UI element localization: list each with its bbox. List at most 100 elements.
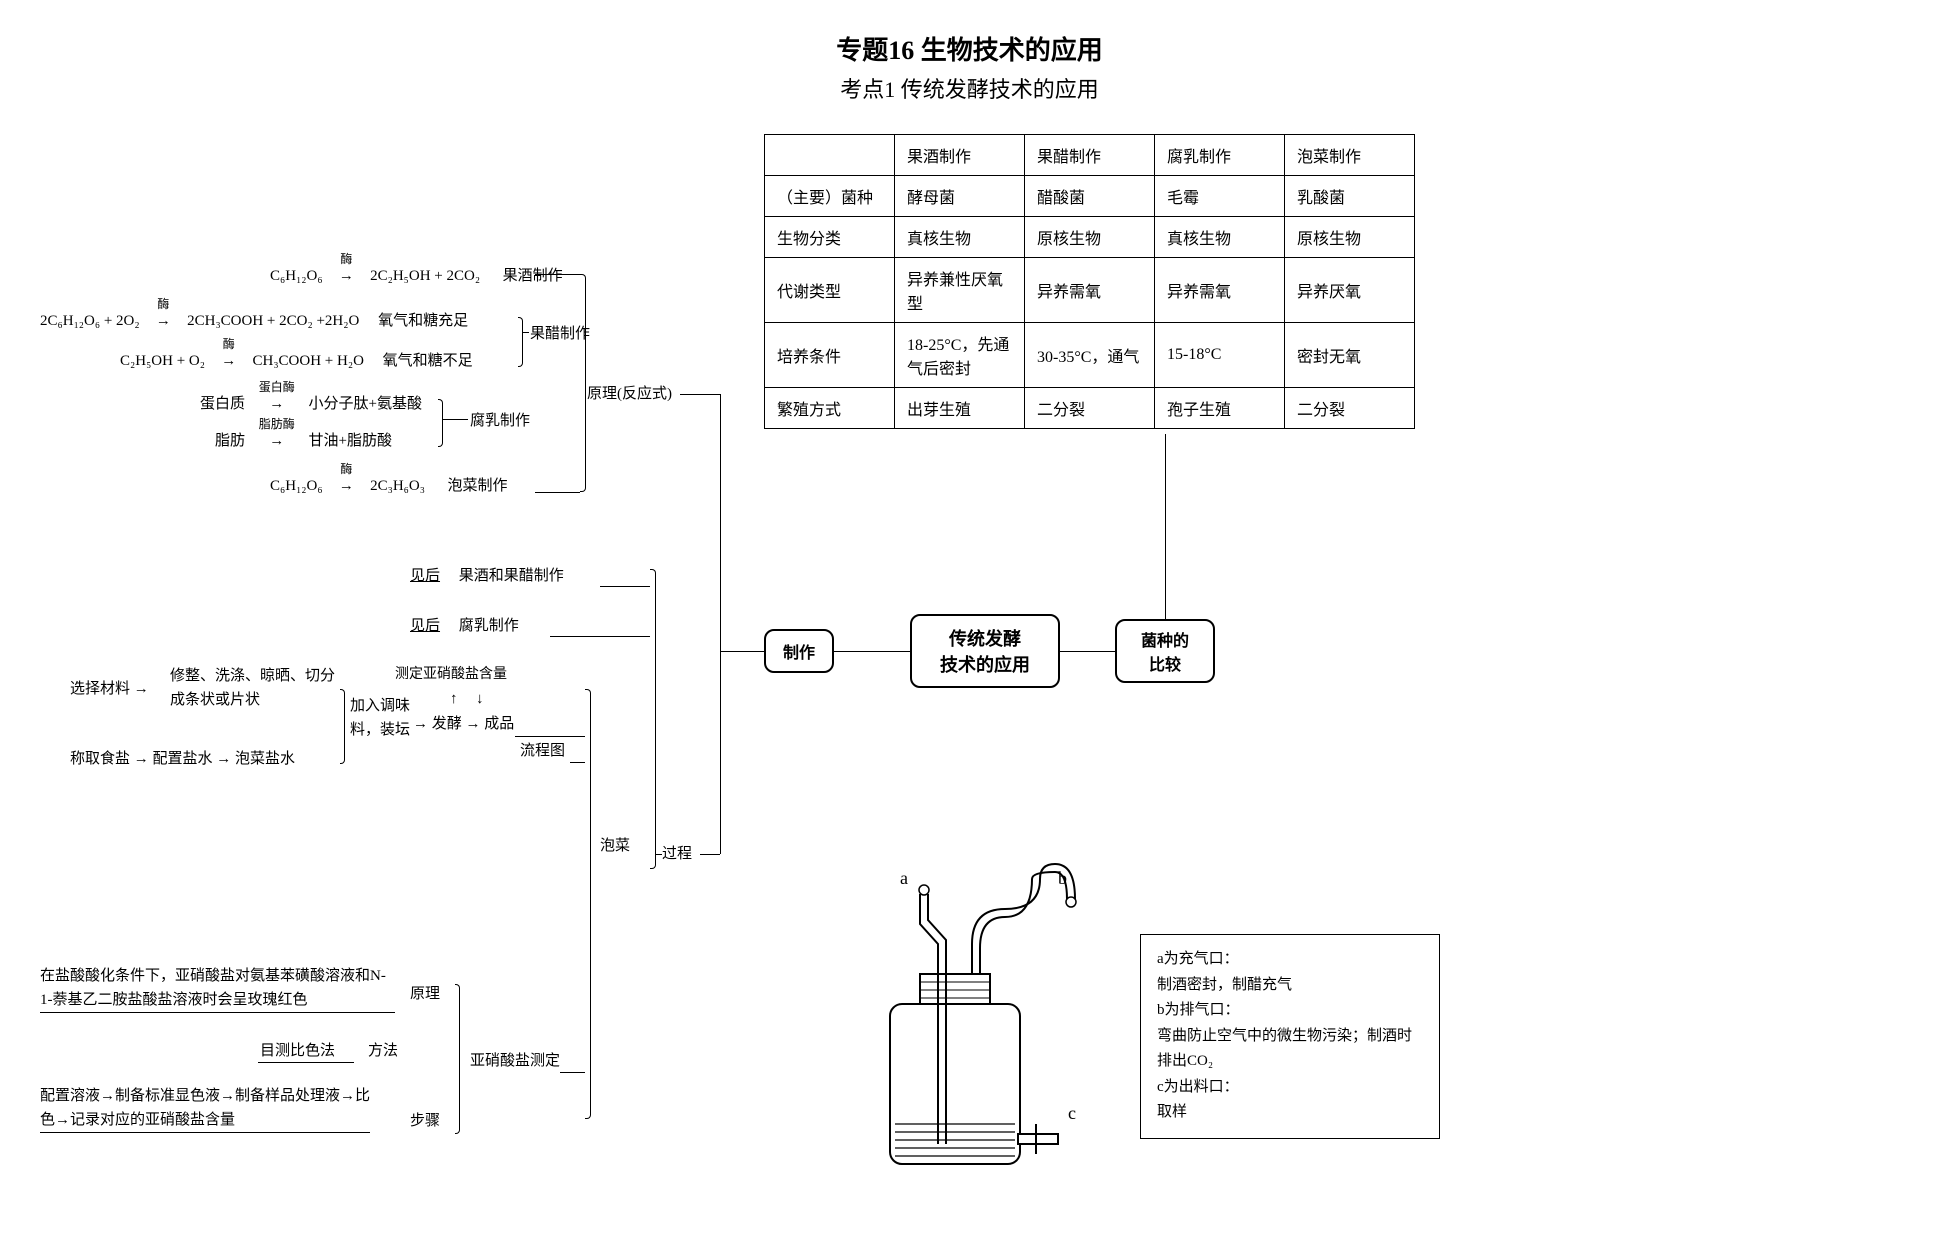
label-process: 过程 <box>662 842 692 866</box>
table-row: 代谢类型 异养兼性厌氧型 异养需氧 异养需氧 异养厌氧 <box>765 258 1415 323</box>
hub-main: 传统发酵 技术的应用 <box>910 614 1060 688</box>
eq3-label: 腐乳制作 <box>470 409 530 433</box>
note-c2: 取样 <box>1157 1100 1423 1126</box>
eq2a-label: 氧气和糖充足 <box>378 313 468 329</box>
th: 果醋制作 <box>1025 135 1155 176</box>
no2-principle-lbl: 原理 <box>410 982 440 1006</box>
connector <box>600 586 650 587</box>
flow-a1-t: 选择材料 <box>70 681 130 697</box>
connector <box>535 492 580 493</box>
note-a2: 制酒密封，制醋充气 <box>1157 973 1423 999</box>
table-row: （主要）菌种 酵母菌 醋酸菌 毛霉 乳酸菌 <box>765 176 1415 217</box>
flow-product: 成品 <box>484 716 514 732</box>
eq4-enz: 酶 <box>326 460 366 479</box>
flow-b: 称取食盐 → 配置盐水 → 泡菜盐水 <box>70 747 295 771</box>
hub-compare-l1: 菌种的 <box>1141 627 1189 651</box>
td: 出芽生殖 <box>895 388 1025 429</box>
eq2b-enz: 酶 <box>209 335 249 354</box>
eq4-r: 2C₃H₆O₃ <box>370 478 425 494</box>
eq-furu-b: 脂肪 脂肪酶→ 甘油+脂肪酸 <box>215 429 392 453</box>
fermentation-bottle: a b c <box>800 854 1120 1194</box>
connector <box>720 394 721 854</box>
page-subtitle: 考点1 传统发酵技术的应用 <box>40 72 1899 104</box>
no2-steps-text: 配置溶液→制备标准显色液→制备样品处理液→比色→记录对应的亚硝酸盐含量 <box>40 1084 370 1132</box>
flow-a1: 选择材料 → <box>70 677 149 701</box>
eq-wine: C₆H₁₂O₆ 酶→ 2C₂H₅OH + 2CO₂ 果酒制作 <box>270 264 563 288</box>
svg-text:a: a <box>900 868 908 888</box>
th: 腐乳制作 <box>1155 135 1285 176</box>
connector <box>570 762 585 763</box>
brace-principle <box>580 274 586 492</box>
eq3b-enz: 脂肪酶 <box>249 415 305 434</box>
connector <box>443 419 468 420</box>
hub-compare-l2: 比较 <box>1149 651 1181 675</box>
proc2-r: 腐乳制作 <box>459 618 519 634</box>
eq2a-l: 2C₆H₁₂O₆ + 2O₂ <box>40 313 140 329</box>
flow-b3: 泡菜盐水 <box>235 751 295 767</box>
flow-rest: → 发酵 → 成品 <box>413 712 514 736</box>
flow-mix: 加入调味料，装坛 <box>350 694 420 742</box>
td: 代谢类型 <box>765 258 895 323</box>
page-title: 专题16 生物技术的应用 <box>40 30 1899 67</box>
td: 异养厌氧 <box>1285 258 1415 323</box>
td: 异养需氧 <box>1025 258 1155 323</box>
connector <box>656 854 662 855</box>
eq3a-r: 小分子肽+氨基酸 <box>309 396 422 412</box>
eq-vinegar-a: 2C₆H₁₂O₆ + 2O₂ 酶→ 2CH₃COOH + 2CO₂ +2H₂O … <box>40 309 468 333</box>
td: 培养条件 <box>765 323 895 388</box>
connector <box>560 1072 585 1073</box>
connector <box>700 854 720 855</box>
brace-flow-merge <box>340 689 345 764</box>
svg-text:b: b <box>1058 868 1067 888</box>
hub-make: 制作 <box>764 629 834 673</box>
hub-main-l1: 传统发酵 <box>949 625 1021 651</box>
svg-text:c: c <box>1068 1103 1076 1123</box>
td: 密封无氧 <box>1285 323 1415 388</box>
proc1-r: 果酒和果醋制作 <box>459 568 564 584</box>
underline <box>40 1012 395 1013</box>
table-row: 培养条件 18-25°C，先通气后密封 30-35°C，通气 15-18°C 密… <box>765 323 1415 388</box>
comparison-table: 果酒制作 果醋制作 腐乳制作 泡菜制作 （主要）菌种 酵母菌 醋酸菌 毛霉 乳酸… <box>764 134 1415 429</box>
td: 繁殖方式 <box>765 388 895 429</box>
eq2b-r: CH₃COOH + H₂O <box>252 353 363 369</box>
connector <box>550 636 650 637</box>
eq2b-label: 氧气和糖不足 <box>383 353 473 369</box>
td: 乳酸菌 <box>1285 176 1415 217</box>
eq3b-l: 脂肪 <box>215 433 245 449</box>
eq-furu-a: 蛋白质 蛋白酶→ 小分子肽+氨基酸 <box>200 392 422 416</box>
td: 孢子生殖 <box>1155 388 1285 429</box>
proc-furu: 见后 腐乳制作 <box>410 614 519 638</box>
note-b1: b为排气口： <box>1157 998 1423 1024</box>
no2-title: 亚硝酸盐测定 <box>470 1049 560 1073</box>
td: 异养兼性厌氧型 <box>895 258 1025 323</box>
td: 醋酸菌 <box>1025 176 1155 217</box>
table-row: 果酒制作 果醋制作 腐乳制作 泡菜制作 <box>765 135 1415 176</box>
td: 酵母菌 <box>895 176 1025 217</box>
connector <box>1165 434 1166 619</box>
flowchart-label: 流程图 <box>520 739 565 763</box>
diagram-canvas: 果酒制作 果醋制作 腐乳制作 泡菜制作 （主要）菌种 酵母菌 醋酸菌 毛霉 乳酸… <box>40 134 1900 1234</box>
td: 真核生物 <box>895 217 1025 258</box>
flow-b2: 配置盐水 <box>153 751 213 767</box>
td: 30-35°C，通气 <box>1025 323 1155 388</box>
eq2a-r: 2CH₃COOH + 2CO₂ +2H₂O <box>187 313 359 329</box>
connector <box>515 736 585 737</box>
proc-paocai-label: 泡菜 <box>600 834 630 858</box>
connector <box>680 394 720 395</box>
note-c1: c为出料口： <box>1157 1075 1423 1101</box>
eq2b-l: C₂H₅OH + O₂ <box>120 353 205 369</box>
connector <box>1060 651 1115 652</box>
no2-method-text: 目测比色法 <box>260 1039 335 1063</box>
td: 原核生物 <box>1285 217 1415 258</box>
eq4-l: C₆H₁₂O₆ <box>270 478 323 494</box>
connector <box>535 274 580 275</box>
td: 二分裂 <box>1025 388 1155 429</box>
no2-method-lbl: 方法 <box>368 1039 398 1063</box>
td: 原核生物 <box>1025 217 1155 258</box>
connector <box>523 332 529 333</box>
flow-b1: 称取食盐 <box>70 751 130 767</box>
eq-paocai: C₆H₁₂O₆ 酶→ 2C₃H₆O₃ 泡菜制作 <box>270 474 507 498</box>
brace-no2 <box>455 984 460 1134</box>
proc2-l: 见后 <box>410 618 440 634</box>
flow-a2: 修整、洗涤、晾晒、切分成条状或片状 <box>170 664 340 712</box>
